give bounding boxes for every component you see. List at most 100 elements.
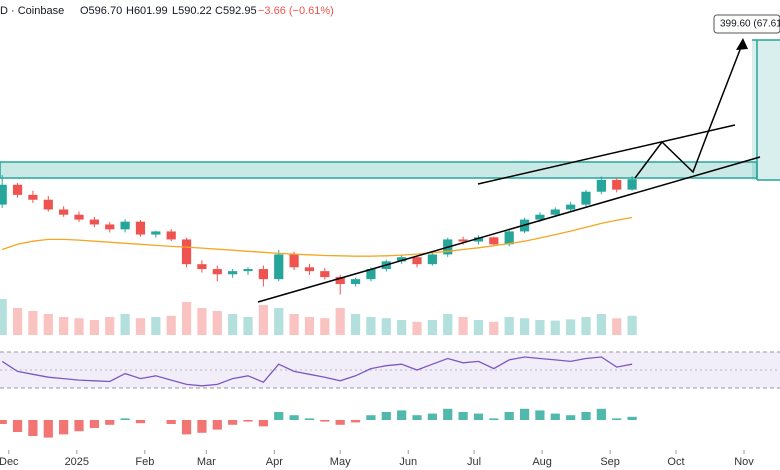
macd-bar bbox=[304, 418, 315, 420]
volume-bar bbox=[120, 314, 130, 335]
volume-bar bbox=[443, 314, 453, 335]
annotation: 399.60 (67.61%) bbox=[720, 19, 780, 30]
candle-body bbox=[350, 279, 361, 285]
x-tick-label: Feb bbox=[135, 456, 154, 468]
volume-bar bbox=[412, 321, 422, 335]
macd-bar bbox=[550, 413, 560, 420]
candle-body bbox=[412, 257, 422, 265]
candle-body bbox=[489, 237, 499, 245]
candle-body bbox=[473, 237, 484, 242]
resistance-trendline bbox=[477, 124, 736, 185]
macd-bar bbox=[397, 410, 407, 420]
volume-bar bbox=[274, 308, 284, 335]
x-tick-label: Apr bbox=[266, 456, 283, 468]
resistance-zone bbox=[0, 161, 758, 179]
candle-body bbox=[535, 214, 545, 220]
volume-bar bbox=[581, 317, 591, 335]
volume-bar bbox=[535, 320, 545, 335]
volume-bar bbox=[427, 320, 437, 335]
candle-body bbox=[566, 204, 576, 210]
candle-body bbox=[0, 184, 7, 205]
symbol: D · Coinbase bbox=[0, 5, 64, 17]
macd-bar bbox=[566, 415, 576, 420]
candle-body bbox=[212, 269, 222, 275]
volume-bar bbox=[289, 314, 299, 335]
volume-bar bbox=[566, 319, 576, 335]
x-tick-label: Sep bbox=[600, 456, 620, 468]
macd-bar bbox=[59, 420, 69, 435]
macd-bar bbox=[627, 416, 637, 420]
moving-average-line bbox=[1, 216, 633, 257]
candle-body bbox=[320, 271, 330, 278]
macd-bar bbox=[243, 420, 253, 422]
change: −3.66 (−0.61%) bbox=[258, 5, 334, 17]
candle-body bbox=[289, 254, 299, 268]
target-zone bbox=[752, 40, 780, 180]
volume-bar bbox=[89, 320, 99, 335]
macd-bar bbox=[274, 412, 284, 420]
volume-bar bbox=[28, 311, 38, 335]
volume-bar bbox=[258, 305, 268, 335]
macd-bar bbox=[427, 413, 437, 420]
x-tick-label: Aug bbox=[532, 456, 552, 468]
macd-bar bbox=[335, 420, 345, 425]
macd-bar bbox=[181, 420, 192, 435]
volume-bar bbox=[320, 318, 330, 335]
x-tick-label: Jun bbox=[399, 456, 417, 468]
volume-bar bbox=[43, 314, 53, 335]
macd-bar bbox=[519, 408, 530, 420]
macd-bar bbox=[135, 420, 146, 424]
volume-bar bbox=[612, 318, 622, 335]
candle-body bbox=[120, 221, 130, 230]
volume-bar bbox=[596, 314, 606, 335]
volume-bar bbox=[350, 314, 361, 335]
annotation-box bbox=[713, 14, 780, 34]
candle-body bbox=[581, 191, 591, 205]
candle-body bbox=[166, 231, 176, 240]
volume-bar bbox=[135, 318, 146, 335]
candle-body bbox=[28, 194, 38, 200]
volume-bar bbox=[181, 302, 192, 335]
volume-bar bbox=[243, 317, 253, 335]
macd-bar bbox=[258, 420, 268, 427]
open: O596.70 bbox=[80, 5, 122, 17]
macd-bar bbox=[596, 408, 606, 420]
volume-bar bbox=[0, 299, 7, 335]
candle-body bbox=[366, 269, 376, 280]
candle-body bbox=[627, 179, 637, 190]
volume-bar bbox=[212, 311, 222, 335]
candle-body bbox=[59, 209, 69, 215]
x-tick-label: Nov bbox=[734, 456, 754, 468]
macd-bar bbox=[12, 420, 23, 432]
macd-bar bbox=[489, 418, 499, 420]
volume-bar bbox=[59, 317, 69, 335]
volume-bar bbox=[397, 320, 407, 335]
macd-bar bbox=[74, 420, 84, 432]
support-trendline bbox=[257, 156, 761, 303]
macd-bar bbox=[443, 408, 453, 420]
volume-bar bbox=[504, 317, 514, 335]
x-tick-label: Dec bbox=[0, 456, 19, 468]
close: C592.95 bbox=[215, 5, 257, 17]
projection-path bbox=[634, 41, 744, 179]
volume-bar bbox=[627, 315, 637, 335]
volume-bar bbox=[105, 317, 115, 335]
macd-bar bbox=[105, 420, 115, 425]
macd-bar bbox=[43, 420, 53, 438]
macd-bar bbox=[120, 418, 130, 420]
macd-bar bbox=[212, 420, 222, 430]
macd-bar bbox=[612, 418, 622, 420]
candle-body bbox=[228, 271, 238, 275]
volume-bar bbox=[366, 317, 376, 335]
volume-bar bbox=[550, 320, 560, 335]
candle-body bbox=[43, 199, 53, 210]
macd-bar bbox=[504, 412, 514, 420]
candle-body bbox=[458, 239, 468, 242]
low: L590.22 bbox=[172, 5, 212, 17]
volume-bar bbox=[166, 315, 176, 335]
volume-bar bbox=[489, 321, 499, 335]
x-tick-label: Oct bbox=[667, 456, 684, 468]
macd-bar bbox=[581, 412, 591, 420]
volume-bar bbox=[12, 308, 23, 335]
macd-bar bbox=[350, 420, 361, 423]
